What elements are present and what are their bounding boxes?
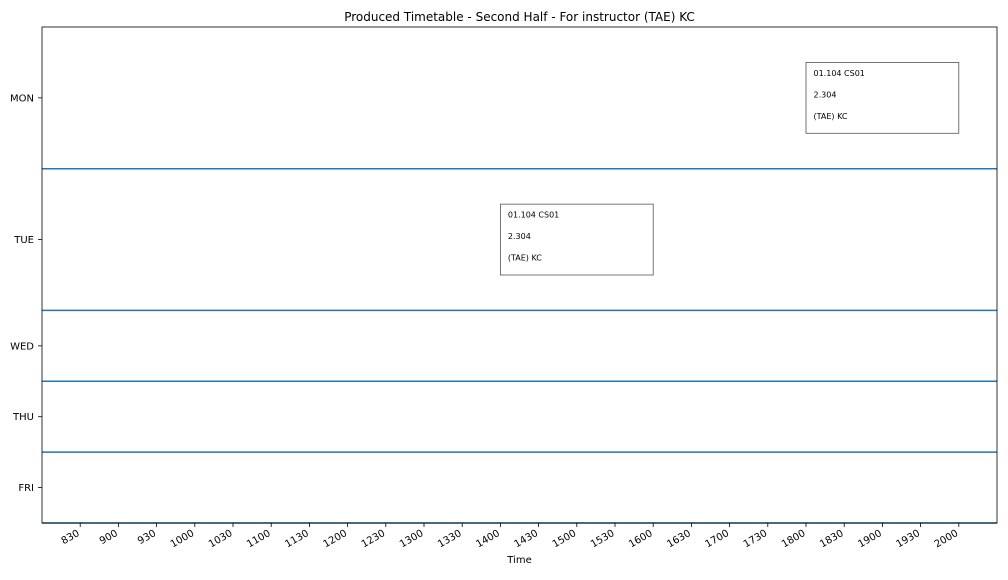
x-tick-label-1130: 1130 [283,528,311,550]
event-text-line: (TAE) KC [508,254,542,263]
x-tick-label-1300: 1300 [398,528,426,550]
event-block: 01.104 CS01 2.304 (TAE) KC [805,62,960,134]
x-tick-label-1600: 1600 [627,528,655,550]
x-tick-label-830: 830 [60,528,82,547]
event-text-line: (TAE) KC [814,112,848,121]
x-tick-label-1730: 1730 [742,528,770,550]
chart-title: Produced Timetable - Second Half - For i… [344,10,695,24]
x-tick-label-930: 930 [136,528,158,547]
x-tick-label-1930: 1930 [895,528,923,550]
x-tick-label-1000: 1000 [169,528,197,550]
event-block: 01.104 CS01 2.304 (TAE) KC [499,203,654,276]
event-text-line: 2.304 [508,232,531,241]
y-tick-label-fri: FRI [18,483,34,494]
y-tick-label-thu: THU [12,412,34,423]
event-box [499,203,654,276]
event-box [805,62,960,134]
x-tick-label-1830: 1830 [818,528,846,550]
x-tick-label-1100: 1100 [245,528,273,550]
plot-frame [41,26,998,524]
y-tick-label-mon: MON [10,93,34,104]
x-tick-label-1030: 1030 [207,528,235,550]
y-tick-label-wed: WED [10,341,34,352]
x-tick-label-1230: 1230 [360,528,388,550]
x-axis-label: Time [506,555,531,566]
event-text-line: 01.104 CS01 [814,69,865,78]
x-tick-label-1700: 1700 [704,528,732,550]
y-tick-label-tue: TUE [13,235,34,246]
x-tick-label-1500: 1500 [551,528,579,550]
x-tick-label-1900: 1900 [856,528,884,550]
x-tick-label-1400: 1400 [474,528,502,550]
x-tick-label-900: 900 [98,528,120,547]
x-tick-label-2000: 2000 [933,528,961,550]
x-tick-label-1330: 1330 [436,528,464,550]
x-tick-label-1800: 1800 [780,528,808,550]
plot-area: MON TUE WED THU FRI 830 900 930 1000 1030 1100 1130… [10,26,998,550]
event-text-line: 01.104 CS01 [508,211,559,220]
x-tick-label-1200: 1200 [322,528,350,550]
x-tick-label-1630: 1630 [665,528,693,550]
event-text-line: 2.304 [814,90,837,99]
x-tick-label-1530: 1530 [589,528,617,550]
x-tick-label-1430: 1430 [513,528,541,550]
